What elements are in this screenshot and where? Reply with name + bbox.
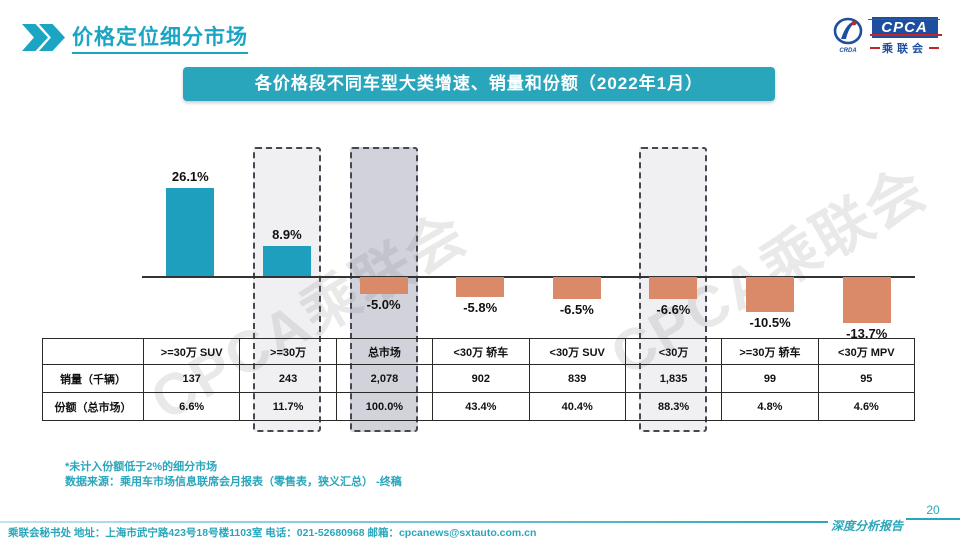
value-cell: 99 (721, 364, 819, 393)
table-header-cell: >=30万 轿车 (721, 338, 819, 365)
bar-value-label: -10.5% (749, 315, 791, 330)
bar (359, 277, 408, 294)
value-cell: 839 (528, 364, 626, 393)
row-label-cell: 份额（总市场） (42, 392, 144, 421)
logo-wordmark: CPCA 乘联会 (867, 16, 942, 56)
footer-divider (906, 518, 960, 520)
table-header-row: >=30万 SUV >=30万 总市场 <30万 轿车 <30万 SUV <30万 >=30… (42, 338, 916, 365)
value-cell: 902 (432, 364, 530, 393)
value-cell: 243 (239, 364, 337, 393)
table-row: 份额（总市场） 6.6% 11.7% 100.0% 43.4% 40.4% 88.3% 4.8… (42, 392, 916, 421)
table-header-cell: <30万 轿车 (432, 338, 530, 365)
bar-value-label: -6.6% (656, 302, 691, 317)
table-header-cell: >=30万 SUV (142, 338, 241, 365)
bar (552, 277, 601, 299)
logo-chinese-name: 乘联会 (870, 40, 939, 56)
value-cell: 40.4% (528, 392, 626, 421)
bar (649, 277, 698, 299)
page-number: 20 (926, 503, 940, 517)
table-header-cell: <30万 SUV (528, 338, 626, 365)
table-header-cell: <30万 MPV (817, 338, 916, 365)
red-line (870, 46, 880, 49)
chart-title-banner: 各价格段不同车型大类增速、销量和份额（2022年1月） (183, 67, 775, 101)
table-header-cell: <30万 (624, 338, 723, 365)
page-title: 价格定位细分市场 (72, 21, 248, 54)
value-cell: 1,835 (624, 364, 723, 393)
bar-value-label: -6.5% (559, 302, 594, 317)
value-cell: 137 (142, 364, 241, 393)
value-cell: 2,078 (335, 364, 434, 393)
value-cell: 88.3% (624, 392, 723, 421)
footer-contact: 乘联会秘书处 地址：上海市武宁路423号18号楼1103室 电话：021-526… (8, 527, 537, 539)
bar (842, 277, 891, 323)
cpca-logo: CRDA CPCA 乘联会 (830, 12, 946, 60)
bar (262, 246, 311, 276)
bar (456, 277, 505, 297)
red-line (929, 46, 939, 49)
x-axis-line (142, 276, 915, 278)
bar-value-label: 26.1% (171, 169, 209, 184)
table-header-cell (42, 338, 144, 365)
emblem-caption: CRDA (839, 48, 857, 54)
table-header-cell: >=30万 (239, 338, 337, 365)
footer-divider (0, 521, 828, 523)
footnotes: *未计入份额低于2%的细分市场 数据来源：乘用车市场信息联席会月报表（零售表，狭… (65, 460, 402, 490)
cpca-emblem-icon: CRDA (830, 16, 866, 56)
value-cell: 4.8% (721, 392, 819, 421)
bar-value-label: 8.9% (272, 227, 302, 242)
report-type-label: 深度分析报告 (830, 519, 903, 533)
data-table: >=30万 SUV >=30万 总市场 <30万 轿车 <30万 SUV <30万 >=30… (42, 338, 916, 421)
value-cell: 95 (817, 364, 916, 393)
double-chevron-icon (22, 24, 72, 51)
footnote-line: 数据来源：乘用车市场信息联席会月报表（零售表，狭义汇总） -终稿 (65, 476, 402, 488)
row-label-cell: 销量（千辆） (42, 364, 144, 393)
bar-value-label: -5.8% (463, 300, 498, 315)
value-cell: 11.7% (239, 392, 337, 421)
footnote-line: *未计入份额低于2%的细分市场 (65, 461, 218, 473)
table-row: 销量（千辆） 137 243 2,078 902 839 1,835 99 95 (42, 364, 916, 393)
bar-value-label: -13.7% (846, 326, 888, 341)
bar-value-label: -5.0% (366, 297, 401, 312)
value-cell: 100.0% (335, 392, 434, 421)
table-header-cell: 总市场 (335, 338, 434, 365)
bar (746, 277, 795, 312)
bar (166, 188, 215, 276)
value-cell: 4.6% (817, 392, 916, 421)
value-cell: 43.4% (432, 392, 530, 421)
value-cell: 6.6% (142, 392, 241, 421)
cpca-wordmark: CPCA (867, 16, 942, 38)
